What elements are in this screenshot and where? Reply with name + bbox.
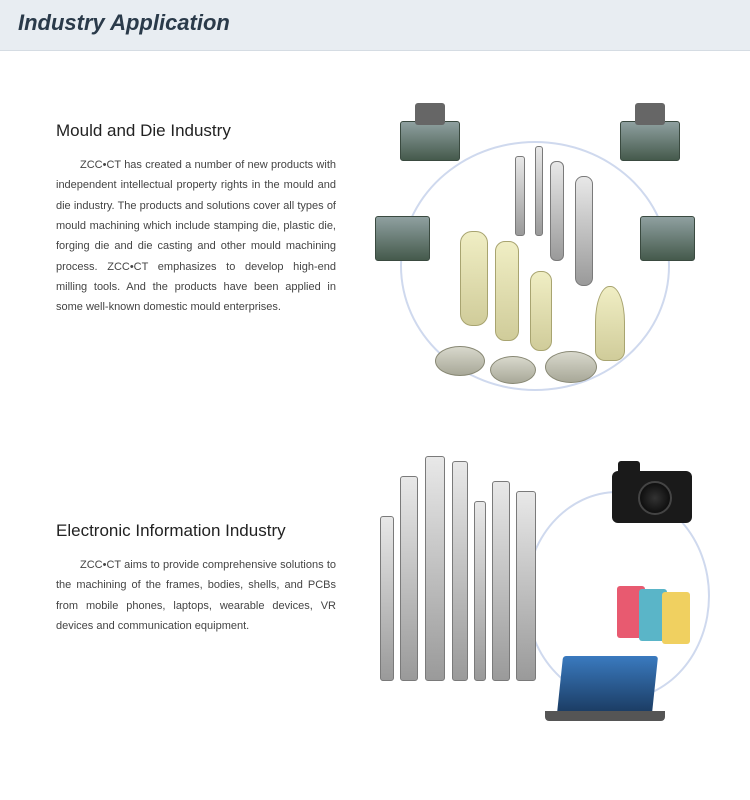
section1-image: [348, 121, 722, 401]
header-bar: Industry Application: [0, 0, 750, 51]
section-mould-die: Mould and Die Industry ZCC•CT has create…: [28, 121, 722, 401]
section1-text: Mould and Die Industry ZCC•CT has create…: [28, 121, 348, 318]
section2-heading: Electronic Information Industry: [56, 521, 336, 541]
section-electronic-info: Electronic Information Industry ZCC•CT a…: [28, 461, 722, 731]
section1-heading: Mould and Die Industry: [56, 121, 336, 141]
mould-tools-illustration: [380, 121, 690, 401]
section2-body: ZCC•CT aims to provide comprehensive sol…: [56, 555, 336, 636]
electronics-tools-illustration: [370, 461, 700, 731]
content: Mould and Die Industry ZCC•CT has create…: [0, 121, 750, 731]
section1-body: ZCC•CT has created a number of new produ…: [56, 155, 336, 318]
section2-image: [348, 461, 722, 731]
laptop-icon: [557, 656, 658, 714]
section2-text: Electronic Information Industry ZCC•CT a…: [28, 461, 348, 636]
page-title: Industry Application: [18, 10, 732, 36]
